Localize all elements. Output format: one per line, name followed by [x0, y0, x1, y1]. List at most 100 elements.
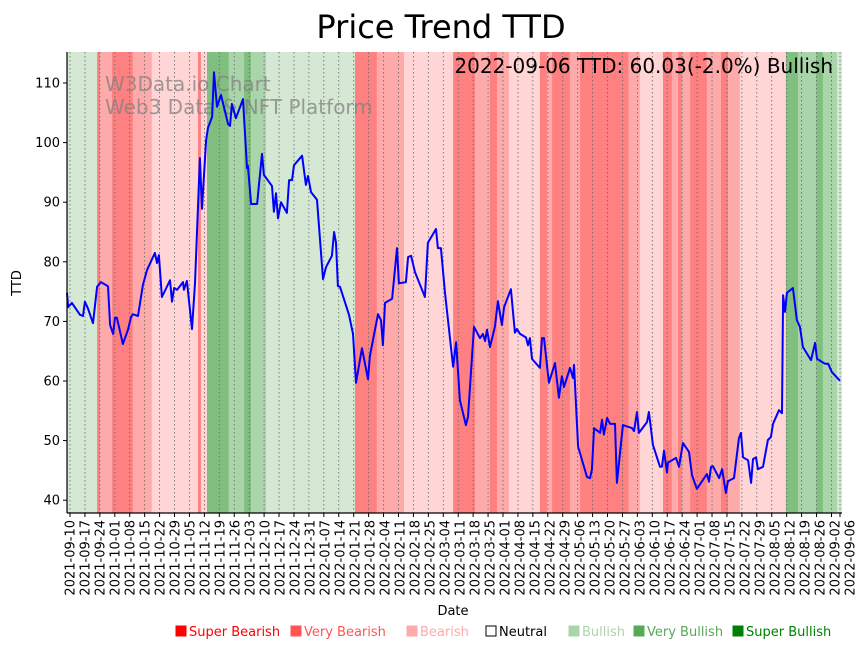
y-tick-label: 60 [43, 375, 60, 390]
price-line [66, 71, 841, 494]
legend-label: Very Bullish [647, 625, 723, 640]
legend-label: Bearish [420, 625, 469, 640]
x-tick-label: 2022-02-11 [394, 520, 409, 596]
band-super-bearish [539, 52, 547, 513]
x-tick-label: 2022-01-07 [319, 520, 334, 596]
x-tick-label: 2022-08-26 [814, 520, 829, 596]
x-tick-label: 2022-03-11 [454, 520, 469, 596]
band-super-bearish [720, 52, 729, 513]
band-very-bearish [546, 52, 553, 513]
legend-swatch-icon [568, 625, 580, 637]
band-bullish [67, 52, 98, 513]
band-bearish [639, 52, 663, 513]
band-bearish [200, 52, 207, 513]
band-very-bearish [728, 52, 740, 513]
x-tick-label: 2021-10-15 [139, 520, 154, 596]
band-super-bearish [690, 52, 707, 513]
x-tick-label: 2022-07-01 [694, 520, 709, 596]
x-tick-label: 2022-02-18 [409, 520, 424, 596]
legend-label: Very Bearish [304, 625, 386, 640]
legend-swatch-icon [175, 625, 187, 637]
x-tick-label: 2022-03-25 [484, 520, 499, 596]
x-tick-label: 2022-05-06 [574, 520, 589, 596]
sentiment-bands [67, 52, 842, 513]
x-tick-label: 2022-08-05 [769, 520, 784, 596]
legend-label: Super Bullish [746, 625, 831, 640]
legend-item-bearish: Bearish [406, 625, 469, 640]
x-tick-label: 2021-11-19 [214, 520, 229, 596]
x-tick-label: 2022-01-28 [364, 520, 379, 596]
band-very-bullish [797, 52, 817, 513]
x-tick-label: 2022-02-25 [424, 520, 439, 596]
band-very-bearish [100, 52, 113, 513]
x-tick-label: 2021-09-24 [94, 520, 109, 596]
x-tick-label: 2022-01-14 [334, 520, 349, 596]
band-super-bearish [552, 52, 570, 513]
band-very-bearish [628, 52, 640, 513]
band-super-bearish [112, 52, 133, 513]
band-very-bearish [681, 52, 691, 513]
band-bullish [266, 52, 355, 513]
band-super-bullish [785, 52, 798, 513]
x-tick-label: 2022-06-10 [649, 520, 664, 596]
x-tick-label: 2022-07-22 [739, 520, 754, 596]
watermark: W3Data.io Chart Web3 Data & NFT Platform [105, 72, 373, 119]
x-tick-label: 2021-10-29 [169, 520, 184, 596]
x-tick-label: 2022-09-02 [829, 520, 844, 596]
band-bearish [151, 52, 198, 513]
legend-item-neutral: Neutral [485, 625, 547, 640]
band-very-bullish [822, 52, 838, 513]
y-axis-label: TTD [10, 270, 25, 297]
band-super-bearish [580, 52, 629, 513]
x-tick-label: 2021-12-10 [259, 520, 274, 596]
band-super-bullish [206, 52, 229, 513]
x-tick-label: 2022-02-04 [379, 520, 394, 596]
band-very-bearish [569, 52, 581, 513]
x-tick-label: 2021-11-12 [199, 520, 214, 596]
legend-label: Bullish [582, 625, 625, 640]
watermark-line-2: Web3 Data & NFT Platform [105, 95, 373, 119]
x-tick-label: 2022-08-12 [784, 520, 799, 596]
y-tick-label: 40 [43, 494, 60, 509]
legend-item-super-bullish: Super Bullish [732, 625, 831, 640]
band-bearish [508, 52, 540, 513]
x-tick-label: 2022-04-08 [514, 520, 529, 596]
x-tick-label: 2022-04-29 [559, 520, 574, 596]
legend-swatch-icon [732, 625, 744, 637]
legend-label: Neutral [499, 625, 547, 640]
legend-item-very-bullish: Very Bullish [633, 625, 723, 640]
chart-title: Price Trend TTD [316, 8, 565, 46]
band-super-bearish [677, 52, 682, 513]
legend-swatch-icon [406, 625, 418, 637]
x-tick-label: 2022-04-22 [544, 520, 559, 596]
band-super-bullish [816, 52, 823, 513]
x-tick-label: 2021-10-08 [124, 520, 139, 596]
legend-label: Super Bearish [189, 625, 280, 640]
x-tick-label: 2021-12-24 [289, 520, 304, 596]
band-super-bearish [662, 52, 672, 513]
band-very-bearish [706, 52, 721, 513]
x-tick-label: 2021-09-17 [79, 520, 94, 596]
x-tick-label: 2022-01-21 [349, 520, 364, 596]
x-tick-label: 2021-09-10 [64, 520, 79, 596]
x-tick-label: 2022-07-29 [754, 520, 769, 596]
band-bullish [837, 52, 842, 513]
legend-item-very-bearish: Very Bearish [290, 625, 386, 640]
legend-item-super-bearish: Super Bearish [175, 625, 280, 640]
x-tick-label: 2021-11-26 [229, 520, 244, 596]
legend-swatch-icon [290, 625, 302, 637]
y-tick-label: 90 [43, 196, 60, 211]
y-tick-label: 70 [43, 315, 60, 330]
band-very-bearish [671, 52, 678, 513]
band-very-bullish [228, 52, 245, 513]
band-very-bearish [497, 52, 509, 513]
band-super-bearish [197, 52, 201, 513]
legend-swatch-icon [485, 625, 497, 637]
axes: 2021-09-10 2021-09-17 2021-09-24 2021-10-01… [35, 52, 859, 596]
x-tick-label: 2022-07-15 [724, 520, 739, 596]
x-tick-label: 2022-03-18 [469, 520, 484, 596]
band-bearish [739, 52, 786, 513]
x-tick-label: 2022-06-03 [634, 520, 649, 596]
x-tick-label: 2021-11-05 [184, 520, 199, 596]
